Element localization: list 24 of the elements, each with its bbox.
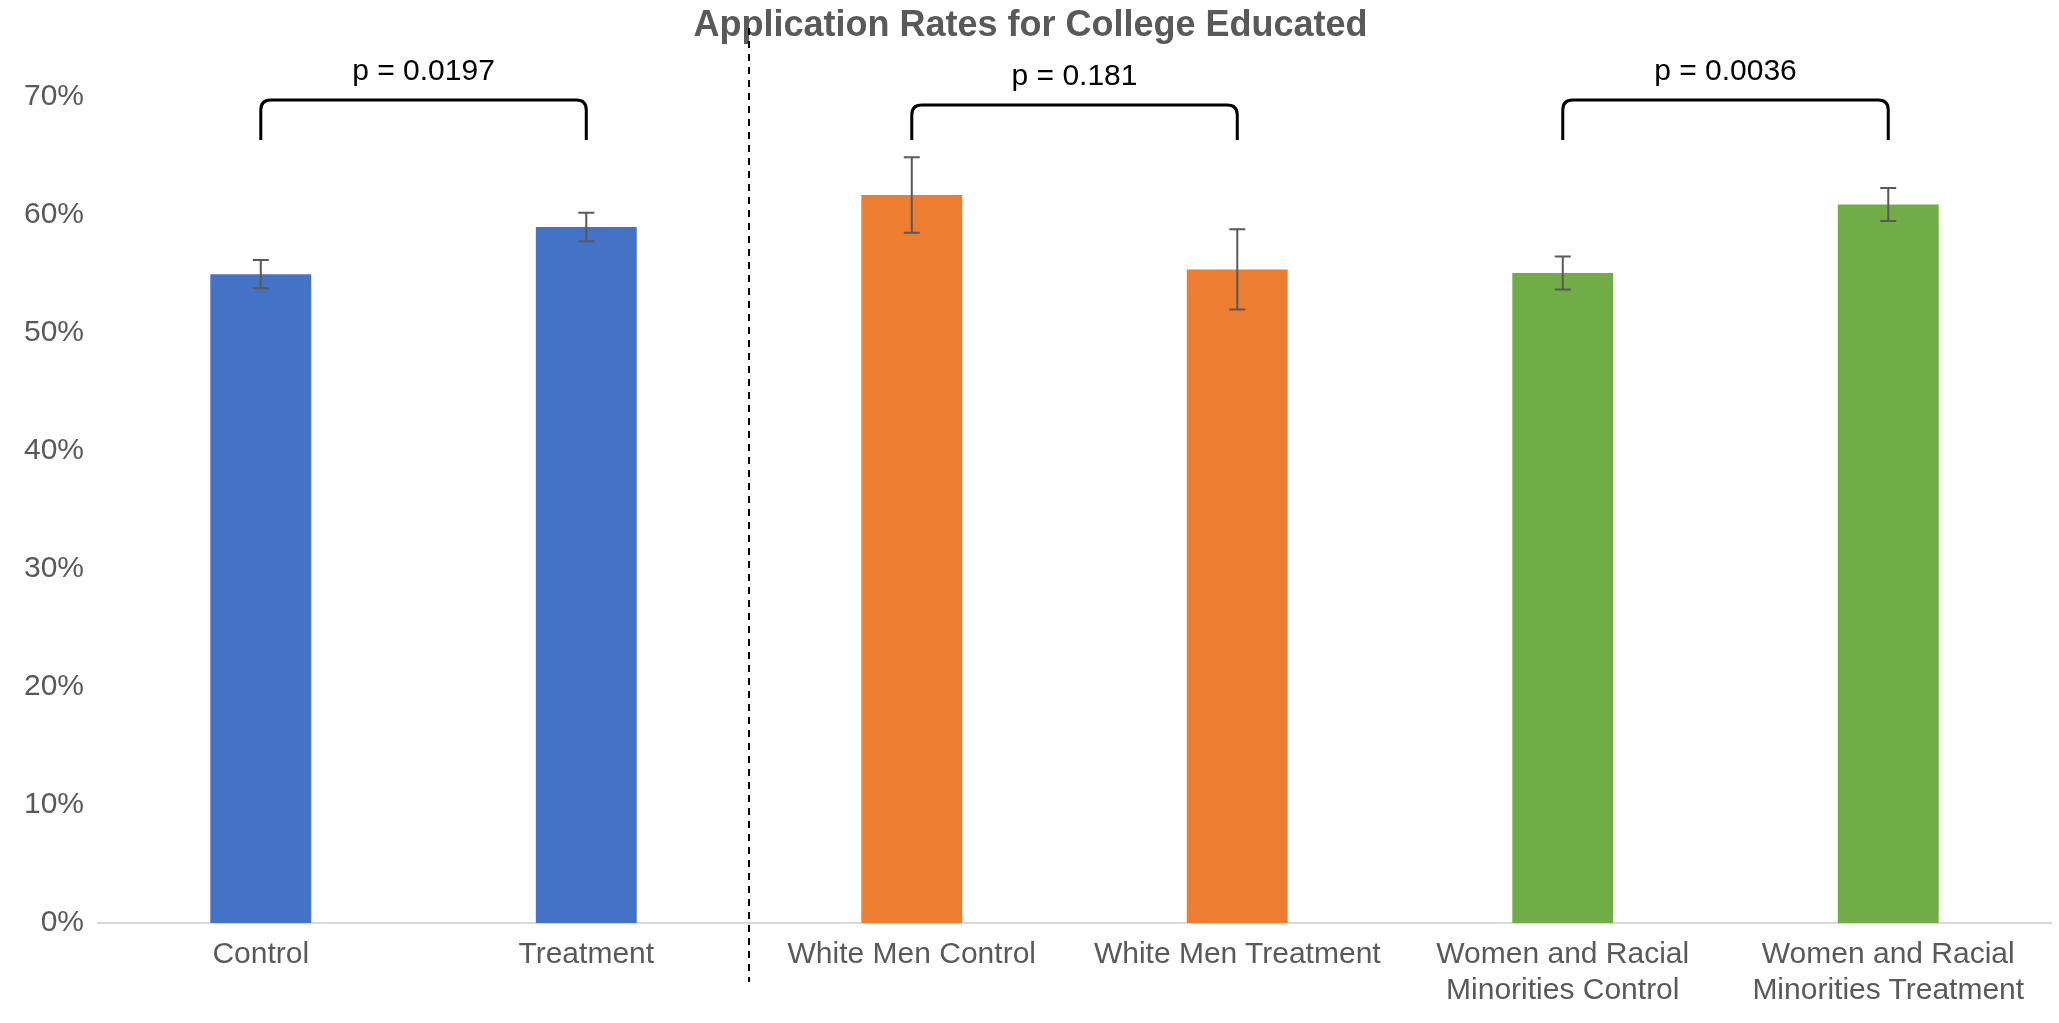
bar [1512, 272, 1614, 923]
y-tick-label: 0% [40, 904, 85, 938]
y-tick-label: 10% [24, 786, 85, 820]
x-tick-label: Control [212, 936, 310, 970]
bar [210, 274, 312, 923]
bar [861, 195, 963, 923]
bar [535, 226, 637, 923]
text: p = 0.0036 [1654, 53, 1797, 86]
y-tick-label: 60% [24, 196, 85, 230]
y-tick-label: 30% [24, 550, 85, 584]
y-tick-label: 50% [24, 314, 85, 348]
x-tick-label: Treatment [518, 936, 655, 970]
x-tick-label: Women and Racial Minorities Control [1436, 936, 1690, 1006]
y-tick-label: 40% [24, 432, 85, 466]
x-tick-label: White Men Treatment [1093, 936, 1382, 970]
y-tick-label: 20% [24, 668, 85, 702]
bar [1837, 204, 1939, 923]
text: p = 0.0197 [352, 53, 495, 86]
x-tick-label: White Men Control [787, 936, 1036, 970]
bar [1186, 269, 1288, 923]
y-tick-label: 70% [24, 78, 85, 112]
text: p = 0.181 [1011, 58, 1138, 91]
x-tick-label: Women and Racial Minorities Treatment [1752, 936, 2025, 1006]
chart-title: Application Rates for College Educated [693, 2, 1368, 44]
